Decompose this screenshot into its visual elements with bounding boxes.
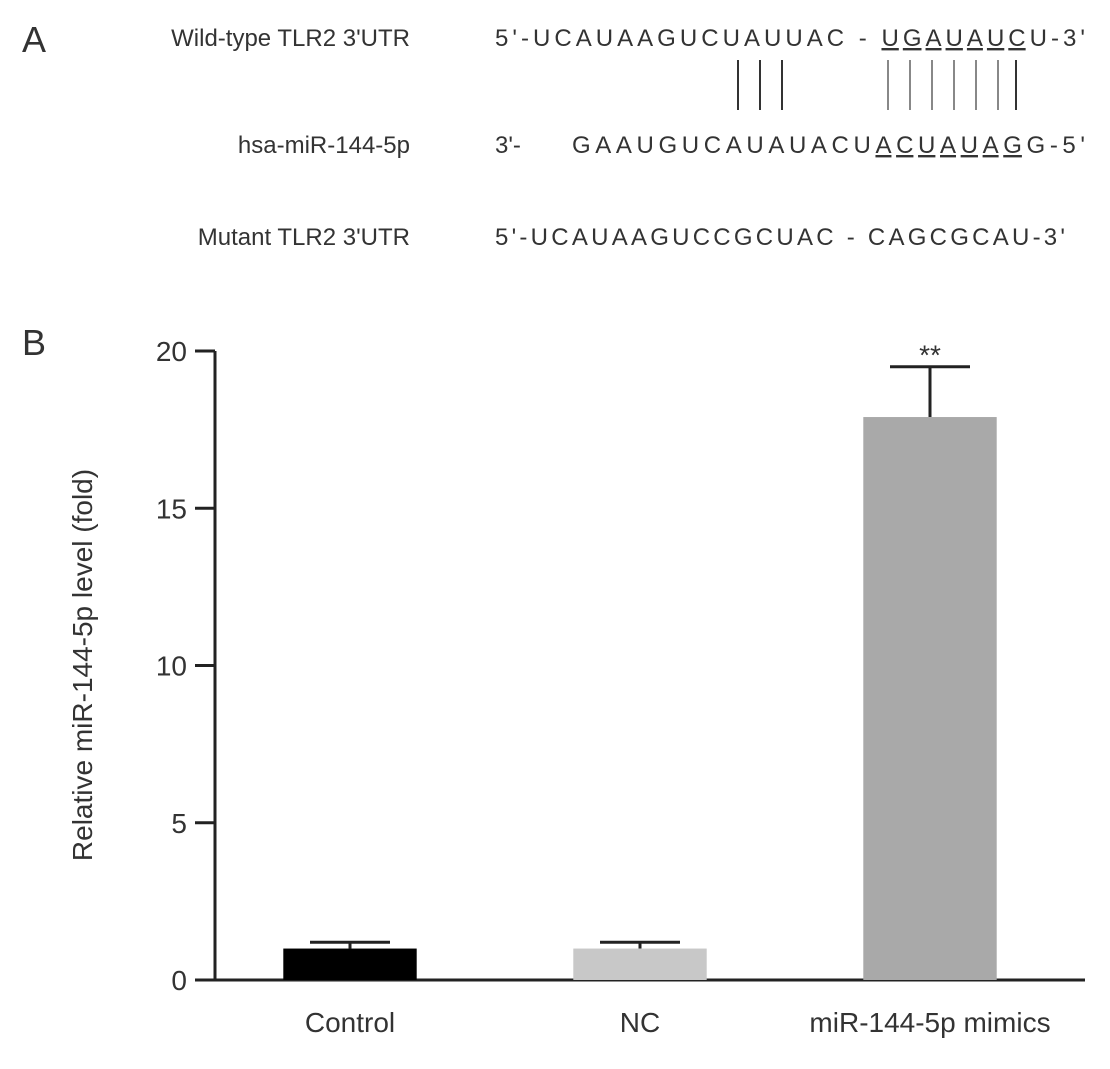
- seed-site: ACUAUAG: [875, 132, 1021, 159]
- bar: [573, 948, 707, 980]
- bar: [863, 417, 997, 980]
- sequence: GAAUGUCAUAUACU ACUAUAG G-5': [572, 132, 1085, 159]
- x-tick-label: Control: [305, 1007, 395, 1038]
- y-tick-label: 10: [156, 651, 187, 682]
- significance: **: [919, 340, 941, 371]
- y-tick-label: 0: [171, 965, 187, 996]
- panel-label: A: [22, 19, 46, 60]
- row-name: hsa-miR-144-5p: [238, 132, 410, 159]
- base-pairs: [737, 60, 1017, 110]
- y-tick-label: 15: [156, 493, 187, 524]
- sequence: 5'-UCAUAAGUCUAUUAC - UGAUAUC U-3': [495, 25, 1085, 52]
- sequence: 5'-UCAUAAGUCCGCUAC - CAGCGCAU-3': [495, 224, 1065, 251]
- row-name: Wild-type TLR2 3'UTR: [171, 25, 410, 52]
- y-tick-label: 20: [156, 336, 187, 367]
- seed-site: UGAUAUC: [881, 25, 1025, 52]
- y-axis-label: Relative miR-144-5p level (fold): [67, 469, 98, 861]
- sequence-part: G-5': [1027, 132, 1085, 159]
- row-name: Mutant TLR2 3'UTR: [198, 224, 410, 251]
- sequence-part: 5'-UCAUAAGUCCGCUAC - CAGCGCAU-3': [495, 224, 1065, 251]
- sequence-part: GAAUGUCAUAUACU: [572, 132, 871, 159]
- sequence-prefix: 3'-: [495, 132, 521, 159]
- x-tick-label: NC: [620, 1007, 660, 1038]
- y-tick-label: 5: [171, 808, 187, 839]
- bar: [283, 948, 417, 980]
- sequence-part: 5'-UCAUAAGUCUAUUAC -: [495, 25, 877, 52]
- sequence-part: U-3': [1030, 25, 1085, 52]
- panel-label: B: [22, 322, 46, 363]
- x-tick-label: miR-144-5p mimics: [809, 1007, 1050, 1038]
